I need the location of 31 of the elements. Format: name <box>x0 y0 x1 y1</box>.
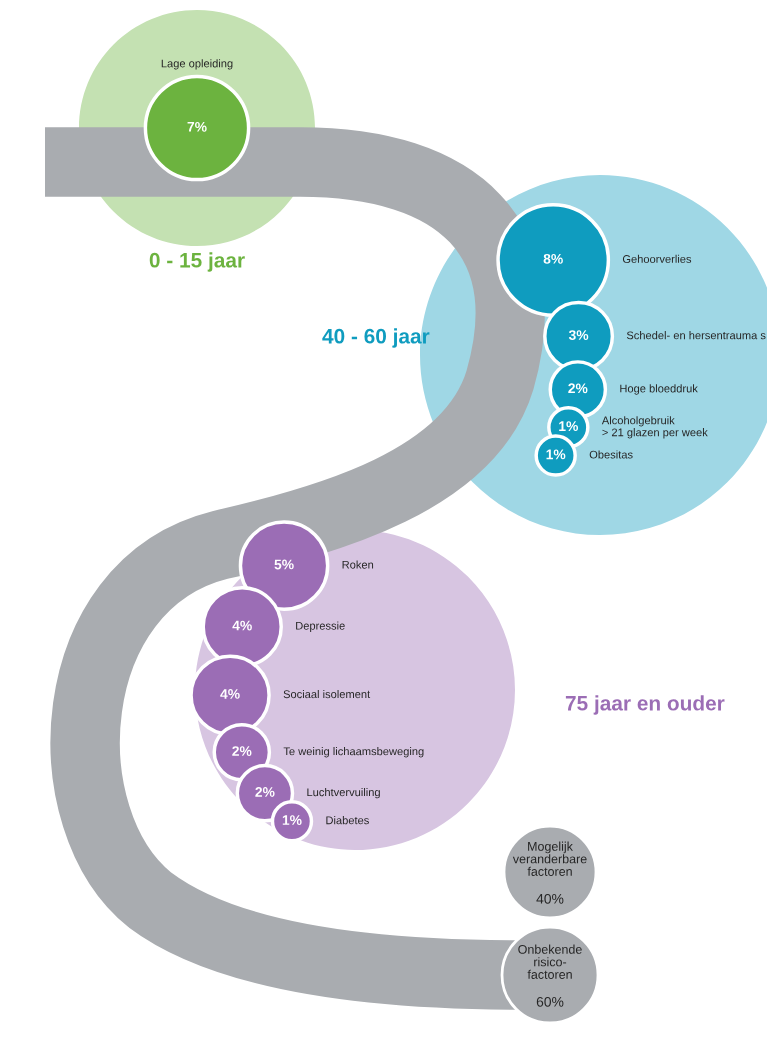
data-label: 4% <box>220 689 240 699</box>
data-label: 2% <box>568 383 588 394</box>
category-label: Roken <box>342 560 374 569</box>
data-label: 3% <box>568 330 589 341</box>
text: 75 jaar en ouder <box>565 695 725 715</box>
category-label: Onbekende risico- factoren <box>518 944 582 979</box>
data-label: 4% <box>232 620 252 631</box>
category-label: Lage opleiding <box>161 59 233 70</box>
category-label: Schedel- en hersentrauma s <box>626 331 766 340</box>
data-label: 7% <box>187 121 207 132</box>
category-label: Hoge bloeddruk <box>620 384 698 395</box>
data-label: 2% <box>255 787 275 797</box>
data-label: 2% <box>232 746 252 756</box>
text: 0 - 15 jaar <box>149 252 245 272</box>
data-label: 1% <box>559 421 579 431</box>
data-label: 5% <box>274 559 294 570</box>
category-label: Mogelijk veranderbare factoren <box>512 841 587 876</box>
category-label: Obesitas <box>589 450 633 459</box>
category-label: Te weinig lichaamsbeweging <box>283 747 424 758</box>
category-label: Gehoorverlies <box>622 254 692 263</box>
data-label: 8% <box>543 253 563 264</box>
data-label: 1% <box>546 449 566 460</box>
category-label: Alcoholgebruik > 21 glazen per week <box>601 416 708 439</box>
category-label: Diabetes <box>326 816 369 825</box>
category-label: Luchtvervuiling <box>307 788 380 799</box>
data-label: 40% <box>536 893 564 904</box>
data-label: 1% <box>282 815 302 825</box>
category-label: Sociaal isolement <box>283 689 371 699</box>
data-label: 60% <box>536 996 564 1007</box>
text: 40 - 60 jaar <box>322 328 430 348</box>
category-label: Depressie <box>296 621 345 632</box>
